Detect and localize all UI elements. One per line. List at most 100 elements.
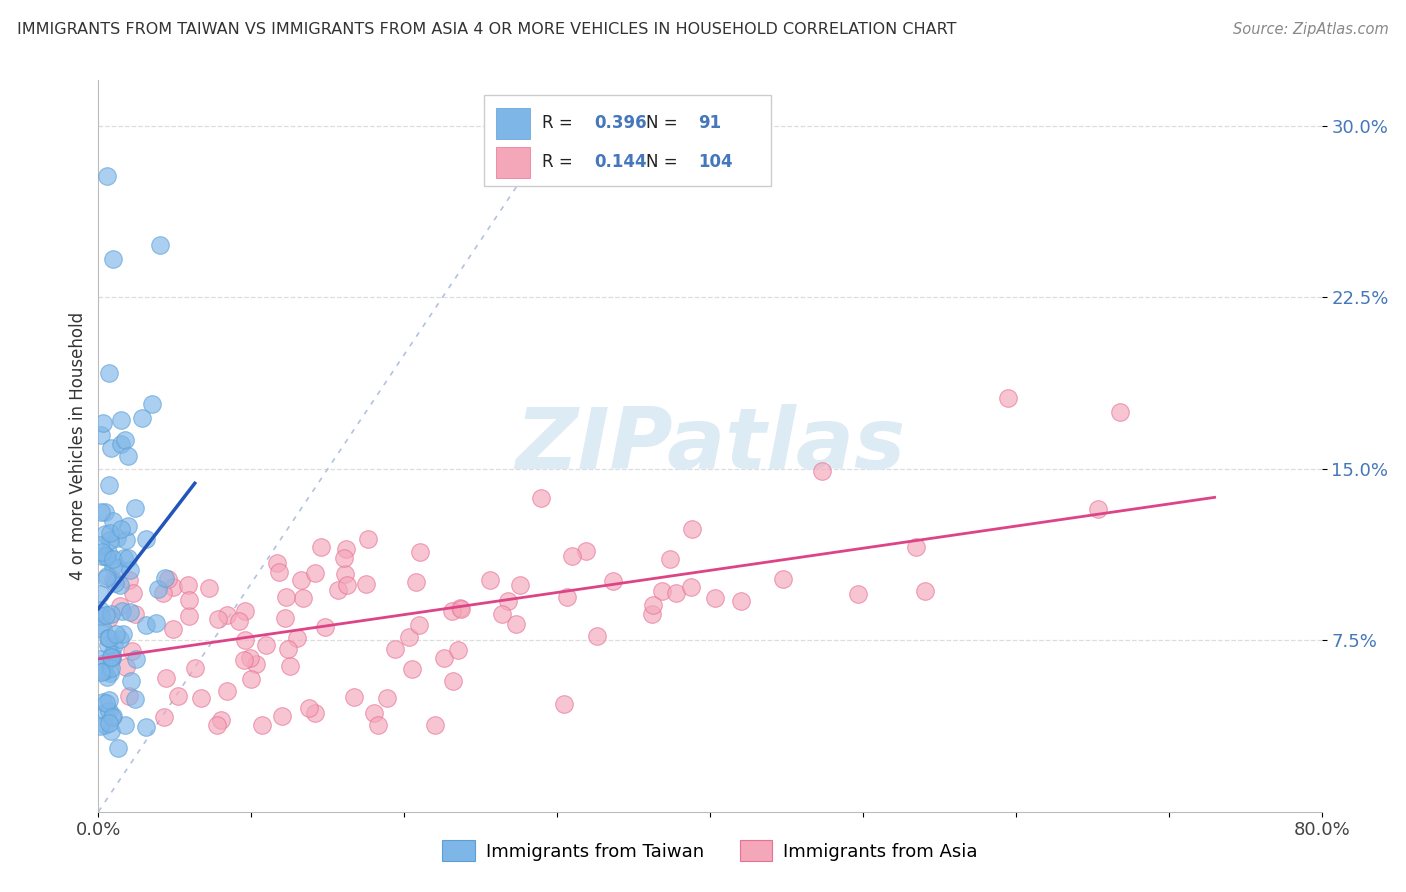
Immigrants from Asia [270, 708, 292, 723]
Immigrants from Asia [274, 590, 297, 604]
Immigrants from Taiwan [100, 666, 122, 681]
Immigrants from Taiwan [89, 587, 111, 601]
Immigrants from Taiwan [100, 607, 122, 621]
Immigrants from Asia [285, 631, 308, 645]
Immigrants from Asia [356, 533, 378, 547]
Text: Source: ZipAtlas.com: Source: ZipAtlas.com [1233, 22, 1389, 37]
Immigrants from Taiwan [98, 693, 121, 707]
Immigrants from Taiwan [101, 552, 124, 566]
Immigrants from Taiwan [93, 664, 115, 678]
Immigrants from Taiwan [96, 607, 118, 622]
Immigrants from Asia [441, 674, 464, 689]
Immigrants from Asia [665, 585, 688, 599]
Immigrants from Asia [681, 522, 703, 536]
Immigrants from Taiwan [93, 657, 115, 671]
Legend: Immigrants from Taiwan, Immigrants from Asia: Immigrants from Taiwan, Immigrants from … [434, 833, 986, 869]
Immigrants from Asia [1087, 502, 1109, 516]
Immigrants from Asia [122, 586, 145, 600]
Immigrants from Taiwan [97, 631, 120, 645]
Immigrants from Asia [408, 545, 430, 559]
Immigrants from Asia [124, 607, 146, 622]
Immigrants from Taiwan [100, 661, 122, 675]
Immigrants from Taiwan [94, 697, 117, 711]
Immigrants from Asia [997, 391, 1019, 405]
Immigrants from Asia [309, 541, 332, 555]
Immigrants from Asia [233, 632, 256, 647]
Immigrants from Taiwan [91, 696, 114, 710]
Immigrants from Asia [115, 660, 138, 674]
Immigrants from Asia [491, 607, 513, 621]
Immigrants from Taiwan [98, 704, 121, 718]
Immigrants from Asia [179, 608, 201, 623]
Immigrants from Asia [266, 556, 288, 570]
Immigrants from Asia [197, 581, 219, 595]
Immigrants from Asia [441, 603, 464, 617]
Immigrants from Taiwan [91, 549, 114, 563]
Immigrants from Asia [505, 616, 527, 631]
Immigrants from Taiwan [105, 626, 128, 640]
Immigrants from Taiwan [98, 525, 121, 540]
Y-axis label: 4 or more Vehicles in Household: 4 or more Vehicles in Household [69, 312, 87, 580]
Immigrants from Asia [354, 577, 377, 591]
Immigrants from Asia [586, 629, 609, 643]
Immigrants from Asia [215, 607, 238, 622]
Immigrants from Asia [239, 651, 262, 665]
Immigrants from Asia [209, 714, 232, 728]
Immigrants from Asia [478, 573, 501, 587]
Immigrants from Taiwan [101, 647, 124, 661]
Immigrants from Asia [408, 617, 430, 632]
Immigrants from Asia [575, 544, 598, 558]
Immigrants from Taiwan [103, 638, 125, 652]
Immigrants from Taiwan [120, 673, 142, 688]
Immigrants from Asia [772, 572, 794, 586]
Immigrants from Taiwan [91, 545, 114, 559]
Immigrants from Taiwan [98, 478, 121, 492]
Immigrants from Taiwan [94, 549, 117, 563]
Immigrants from Asia [377, 691, 399, 706]
Immigrants from Taiwan [112, 551, 135, 566]
Immigrants from Taiwan [145, 616, 167, 631]
Immigrants from Taiwan [90, 505, 112, 519]
Immigrants from Asia [333, 551, 356, 566]
Immigrants from Taiwan [146, 582, 169, 596]
Immigrants from Taiwan [103, 709, 125, 723]
Immigrants from Taiwan [96, 569, 118, 583]
Immigrants from Taiwan [89, 603, 111, 617]
Immigrants from Asia [239, 672, 262, 686]
Immigrants from Asia [335, 541, 357, 556]
Immigrants from Asia [314, 620, 336, 634]
Immigrants from Taiwan [117, 551, 139, 566]
Immigrants from Asia [162, 623, 184, 637]
Immigrants from Taiwan [96, 550, 118, 565]
Immigrants from Asia [184, 661, 207, 675]
Immigrants from Taiwan [94, 571, 117, 585]
Immigrants from Taiwan [91, 416, 114, 430]
Immigrants from Asia [553, 698, 575, 712]
Immigrants from Asia [367, 718, 389, 732]
Immigrants from Asia [267, 565, 290, 579]
Immigrants from Asia [155, 672, 177, 686]
Immigrants from Taiwan [110, 437, 132, 451]
Immigrants from Taiwan [110, 413, 132, 427]
Immigrants from Taiwan [111, 604, 134, 618]
Immigrants from Taiwan [90, 427, 112, 442]
Immigrants from Asia [121, 644, 143, 658]
Immigrants from Asia [228, 614, 250, 628]
Immigrants from Taiwan [120, 563, 142, 577]
Immigrants from Taiwan [101, 252, 124, 266]
Immigrants from Asia [447, 643, 470, 657]
Immigrants from Asia [848, 587, 870, 601]
Text: N =: N = [647, 114, 683, 132]
Immigrants from Taiwan [96, 670, 118, 684]
Immigrants from Taiwan [93, 526, 115, 541]
Immigrants from Taiwan [101, 650, 124, 665]
Text: IMMIGRANTS FROM TAIWAN VS IMMIGRANTS FROM ASIA 4 OR MORE VEHICLES IN HOUSEHOLD C: IMMIGRANTS FROM TAIWAN VS IMMIGRANTS FRO… [17, 22, 956, 37]
Immigrants from Taiwan [90, 665, 112, 680]
Immigrants from Asia [384, 641, 406, 656]
Immigrants from Asia [176, 578, 198, 592]
Text: ZIPatlas: ZIPatlas [515, 404, 905, 488]
Immigrants from Asia [561, 549, 583, 564]
FancyBboxPatch shape [496, 108, 530, 139]
Immigrants from Asia [250, 718, 273, 732]
Immigrants from Taiwan [100, 442, 122, 456]
